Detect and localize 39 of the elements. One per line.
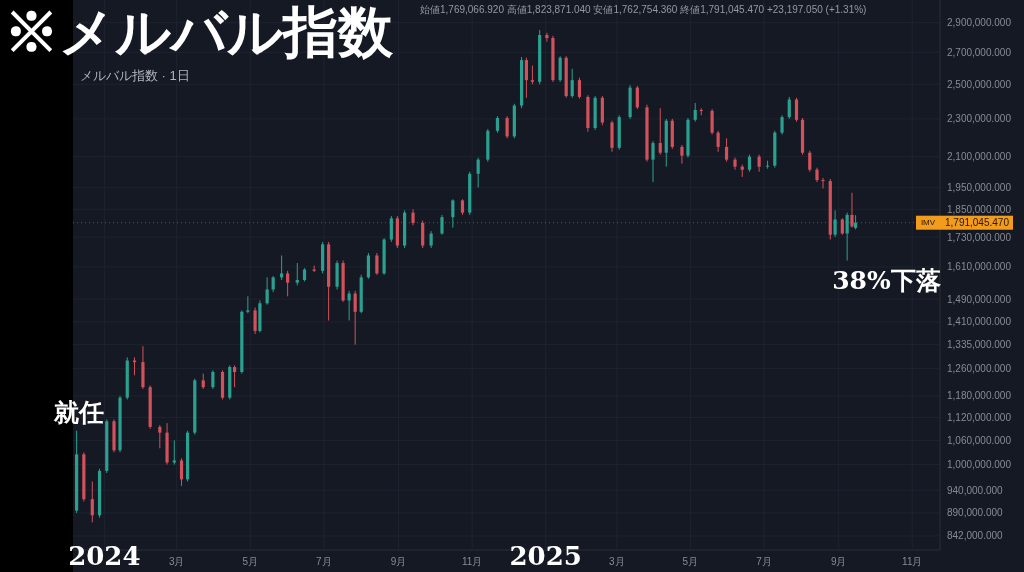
annotation: 始値1,769,066.920 高値1,823,871.040 安値1,762,754.360 終値1,791,045.470 +23,197.050 (+1.31%) [420,4,867,15]
x-tick-label: 3月 [609,556,625,567]
y-tick-label: 1,791,045.470 [945,217,1010,229]
x-tick-label: 3月 [168,556,185,567]
y-tick-label: 1,000,000.000 [947,459,1011,471]
y-tick-label: 1,410,000.000 [947,316,1011,328]
ref-line-label: IMV [920,218,936,228]
x-tick-label: 9月 [830,556,847,567]
y-tick-label: 1,850,000.000 [947,203,1011,215]
annotation: 2024 [68,541,141,571]
x-tick-label: 9月 [390,556,407,567]
x-tick-label: 7月 [316,556,332,567]
y-tick-label: 1,335,000.000 [947,339,1011,351]
y-tick-label: 1,610,000.000 [947,261,1011,273]
y-tick-label: 2,100,000.000 [947,151,1011,163]
y-tick-label: 940,000.000 [947,484,1003,496]
y-tick-label: 890,000.000 [947,507,1003,519]
y-tick-label: 1,120,000.000 [947,412,1011,424]
x-tick-label: 5月 [682,556,699,567]
y-tick-label: 2,500,000.000 [947,78,1011,90]
chart-title: ※メルバル指数 [4,0,393,64]
y-tick-label: 1,730,000.000 [947,231,1011,243]
y-tick-label: 1,060,000.000 [947,434,1011,446]
y-tick-label: 1,950,000.000 [947,181,1011,193]
y-tick-label: 2,300,000.000 [947,113,1011,125]
x-tick-label: 11月 [902,556,923,567]
y-tick-label: 1,260,000.000 [947,363,1011,375]
x-tick-label: 5月 [242,556,259,567]
x-tick-label: 11月 [461,556,483,567]
y-tick-label: 2,900,000.000 [947,17,1011,29]
subtitle: メルバル指数 · 1日 [80,68,190,83]
x-tick-label: 7月 [756,556,772,567]
y-tick-label: 842,000.000 [947,530,1003,542]
y-tick-label: 2,700,000.000 [947,46,1011,58]
annotation: 2025 [509,541,582,571]
annotation: 38%下落 [832,265,941,295]
y-tick-label: 1,180,000.000 [947,390,1011,402]
annotation: 就任 [53,397,104,427]
y-tick-label: 1,490,000.000 [947,293,1011,305]
